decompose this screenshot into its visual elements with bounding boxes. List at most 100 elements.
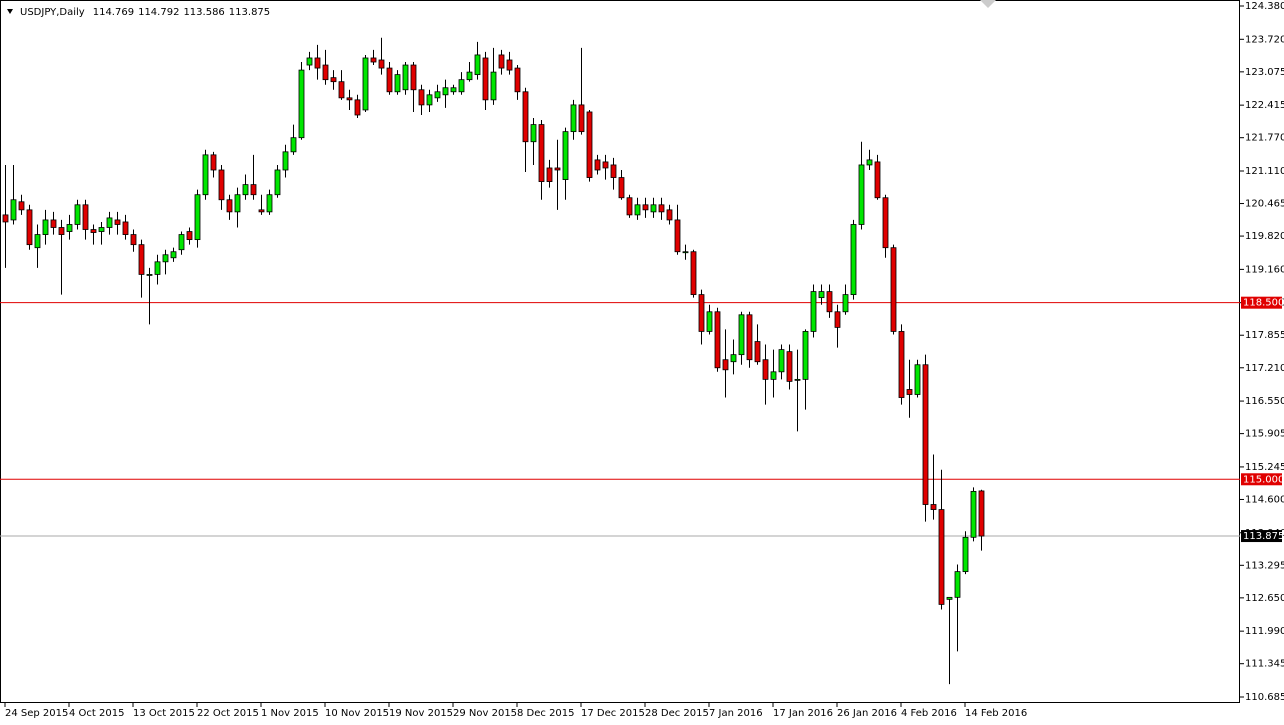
candle-body <box>898 331 905 398</box>
candle-body <box>554 167 561 171</box>
candle-body <box>754 341 761 363</box>
candle-body <box>746 314 753 361</box>
candle-body <box>330 77 337 83</box>
candle-body <box>498 54 505 69</box>
candle-body <box>890 247 897 332</box>
menu-arrow <box>7 9 13 14</box>
candle-body <box>586 111 593 178</box>
candle-body <box>698 294 705 332</box>
candle-body <box>258 209 265 213</box>
x-tick-label: 14 Feb 2016 <box>965 708 1027 719</box>
y-tick-label: 119.820 <box>1245 231 1284 242</box>
candle-body <box>66 224 73 232</box>
candle-body <box>314 57 321 69</box>
candle-body <box>90 229 97 233</box>
plot-frame <box>0 0 1240 703</box>
candle-body <box>770 371 777 380</box>
candle-body <box>322 64 329 81</box>
candle-body <box>202 154 209 196</box>
candle-body <box>450 87 457 93</box>
candle-body <box>290 137 297 153</box>
y-tick-label: 112.650 <box>1245 593 1284 604</box>
candle-body <box>930 504 937 510</box>
x-tick-label: 24 Sep 2015 <box>5 708 68 719</box>
header-close: 113.875 <box>229 7 270 18</box>
chart-header: USDJPY,Daily 114.769 114.792 113.586 113.875 <box>20 7 270 18</box>
candle-body <box>178 234 185 251</box>
candle-body <box>106 217 113 228</box>
candle-body <box>58 227 65 235</box>
candle-body <box>82 204 89 230</box>
candle-body <box>778 349 785 373</box>
y-tick-label: 122.415 <box>1245 100 1284 111</box>
candle-body <box>826 291 833 313</box>
candle-body <box>954 571 961 598</box>
x-tick-label: 13 Oct 2015 <box>133 708 195 719</box>
candle-body <box>250 184 257 196</box>
candle-body <box>794 378 801 381</box>
candle-body <box>146 274 153 276</box>
level-label-box <box>1241 296 1282 309</box>
x-tick-label: 1 Nov 2015 <box>261 708 319 719</box>
candle-body <box>122 221 129 235</box>
candle-body <box>410 64 417 91</box>
level-label: 115.000 <box>1243 474 1284 485</box>
y-tick-label: 111.990 <box>1245 626 1284 637</box>
y-tick-label: 123.720 <box>1245 34 1284 45</box>
candle-body <box>538 124 545 182</box>
candle-body <box>442 87 449 96</box>
y-tick-label: 114.600 <box>1245 494 1284 505</box>
candle-body <box>18 201 25 211</box>
candle-body <box>810 291 817 332</box>
candle-body <box>298 69 305 139</box>
candle-body <box>458 79 465 93</box>
y-tick-label: 113.295 <box>1245 560 1284 571</box>
candle-body <box>602 161 609 169</box>
x-tick-label: 17 Jan 2016 <box>773 708 833 719</box>
x-tick-label: 22 Oct 2015 <box>197 708 259 719</box>
candle-body <box>938 509 945 605</box>
x-tick-label: 26 Jan 2016 <box>837 708 897 719</box>
y-tick-label: 117.210 <box>1245 363 1284 374</box>
candle-body <box>346 97 353 101</box>
candle-body <box>194 194 201 241</box>
x-tick-label: 4 Oct 2015 <box>69 708 124 719</box>
candle-body <box>522 91 529 143</box>
candle-body <box>274 169 281 196</box>
x-tick-label: 4 Feb 2016 <box>901 708 957 719</box>
candle-body <box>234 194 241 213</box>
candle-body <box>906 389 913 395</box>
candle-body <box>658 204 665 213</box>
candle-body <box>226 199 233 213</box>
candle-body <box>218 169 225 201</box>
level-label: 118.500 <box>1243 298 1284 309</box>
candle-body <box>946 596 953 600</box>
candle-body <box>418 89 425 106</box>
candle-body <box>650 204 657 213</box>
header-low: 113.586 <box>183 7 224 18</box>
y-tick-label: 121.770 <box>1245 133 1284 144</box>
candle-body <box>626 197 633 216</box>
candle-body <box>530 124 537 143</box>
candle-body <box>594 159 601 171</box>
candle-body <box>914 364 921 395</box>
candle-body <box>634 204 641 216</box>
candle-body <box>266 194 273 213</box>
candle-body <box>114 219 121 225</box>
candle-body <box>474 54 481 76</box>
candle-body <box>162 254 169 263</box>
level-label-box <box>1241 473 1282 486</box>
candle-body <box>610 164 617 178</box>
candle-body <box>154 261 161 275</box>
candle-body <box>386 67 393 93</box>
candle-body <box>26 209 33 246</box>
candle-body <box>210 154 217 171</box>
candle-body <box>562 131 569 180</box>
symbol: USDJPY,Daily <box>20 7 85 18</box>
candle-body <box>762 359 769 380</box>
level-label: 113.875 <box>1243 531 1284 542</box>
x-tick-label: 28 Dec 2015 <box>645 708 709 719</box>
candle-body <box>578 104 585 133</box>
candle-body <box>466 71 473 81</box>
